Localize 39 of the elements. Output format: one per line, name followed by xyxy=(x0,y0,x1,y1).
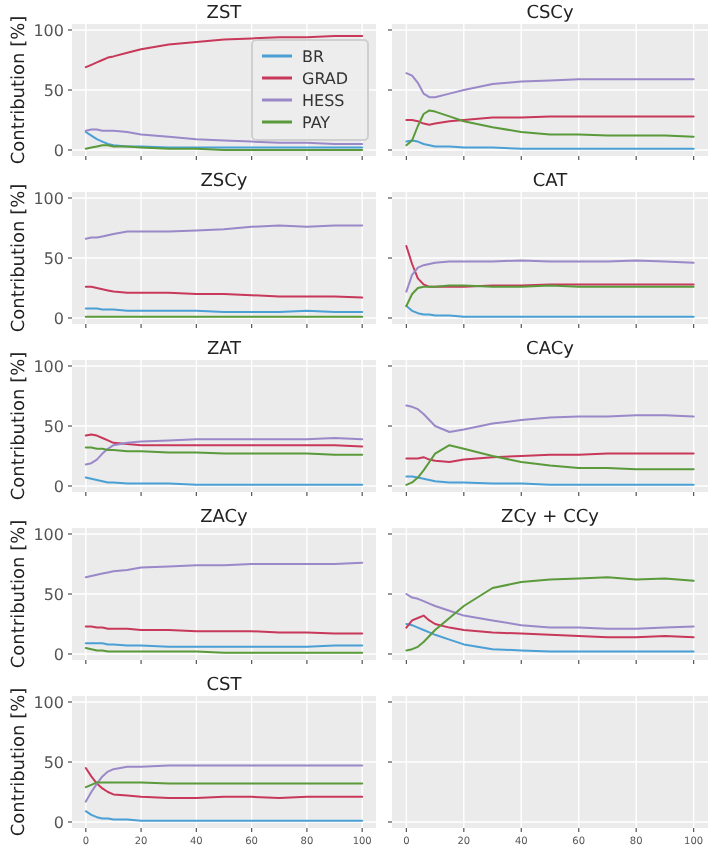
y-tick-label: 0 xyxy=(53,310,64,328)
y-tick-label: 0 xyxy=(53,814,64,832)
y-tick-label: 100 xyxy=(33,694,64,712)
y-axis-title: Contribution [%] xyxy=(10,183,30,333)
line-series xyxy=(84,224,364,240)
y-tick-label: 100 xyxy=(33,22,64,40)
y-tick-label: 100 xyxy=(33,526,64,544)
y-tick-label: 0 xyxy=(53,646,64,664)
y-tick-label: 50 xyxy=(43,418,64,436)
y-tick-label: 0 xyxy=(53,142,64,160)
y-tick-label: 100 xyxy=(33,358,64,376)
chart-title: CST xyxy=(206,676,243,696)
line-series xyxy=(84,35,364,69)
y-tick-label: 50 xyxy=(43,250,64,268)
y-tick-label: 50 xyxy=(43,754,64,772)
y-axis-title: Contribution [%] xyxy=(10,519,30,669)
line-series xyxy=(84,561,364,579)
chart-title: ZCy + CCy xyxy=(501,508,601,528)
chart-title: CSCy xyxy=(526,4,575,24)
legend-label: PAY xyxy=(302,114,331,132)
legend-label: GRAD xyxy=(302,70,349,88)
y-tick-label: 50 xyxy=(43,586,64,604)
line-series xyxy=(84,131,364,149)
legend-label: HESS xyxy=(302,92,345,110)
chart-title: ZAT xyxy=(206,340,243,360)
line-series xyxy=(84,437,364,466)
chart-title: ZST xyxy=(206,4,243,24)
y-tick-label: 0 xyxy=(53,478,64,496)
y-tick-label: 100 xyxy=(33,190,64,208)
chart-title: CAT xyxy=(532,172,569,192)
y-axis-title: Contribution [%] xyxy=(10,687,30,837)
y-axis-title: Contribution [%] xyxy=(10,15,30,165)
y-axis-title: Contribution [%] xyxy=(10,351,30,501)
line-series xyxy=(84,128,364,145)
y-tick-label: 50 xyxy=(43,82,64,100)
chart-title: ZSCy xyxy=(200,172,249,192)
chart-title: ZACy xyxy=(200,508,250,528)
chart-title: CACy xyxy=(526,340,576,360)
legend-label: BR xyxy=(302,48,325,66)
